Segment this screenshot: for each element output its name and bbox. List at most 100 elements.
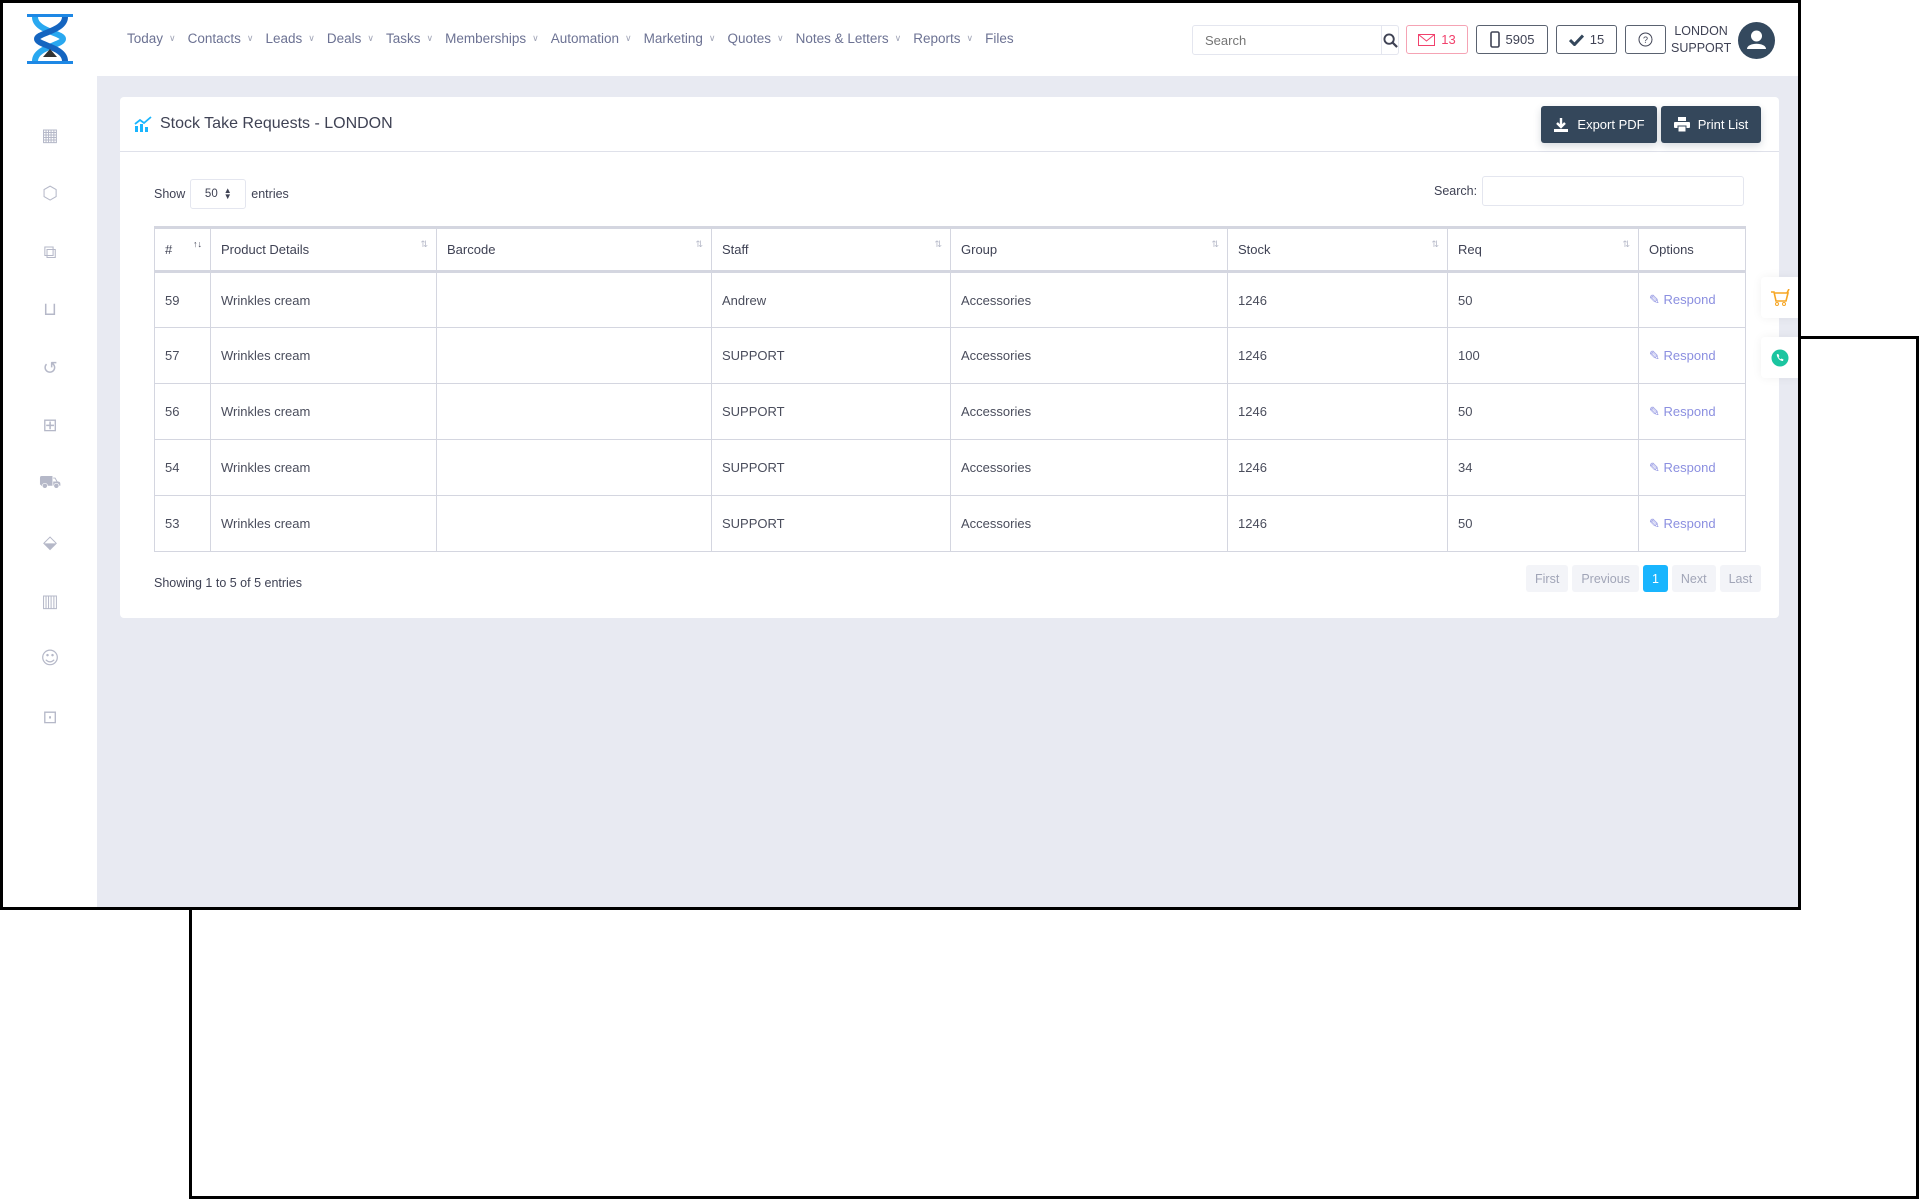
nav-item-marketing[interactable]: Marketing ∨ [644, 31, 716, 46]
pager-last[interactable]: Last [1719, 565, 1762, 592]
nav-item-reports[interactable]: Reports ∨ [913, 31, 973, 46]
table-header-row: # ↑↓ Product Details ⇅ Barcode ⇅ Staff ⇅ Group ⇅ S… [154, 226, 1746, 273]
nav-label: Tasks [386, 31, 421, 46]
table-row: 56 Wrinkles cream SUPPORT Accessories 1246 50… [154, 383, 1746, 440]
avatar[interactable] [1738, 22, 1775, 59]
column-header-id[interactable]: # ↑↓ [154, 226, 211, 273]
mail-button[interactable]: 13 [1406, 25, 1468, 54]
column-header-label: Product Details [221, 242, 310, 257]
nav-item-leads[interactable]: Leads ∨ [266, 31, 315, 46]
nav-label: Memberships [445, 31, 527, 46]
column-header-group[interactable]: Group ⇅ [950, 226, 1228, 273]
page-length-control: Show 50 ▲ ▼ entries [154, 179, 289, 209]
nav-label: Marketing [643, 31, 703, 46]
column-header-req[interactable]: Req ⇅ [1447, 226, 1639, 273]
cell-option: ✎ Respond [1638, 383, 1746, 440]
gift-icon[interactable]: ⊞ [42, 414, 58, 436]
cell-staff: SUPPORT [711, 439, 951, 496]
top-header: Today ∨ Contacts ∨ Leads ∨ Deals ∨ Tasks ∨ Members… [3, 3, 1798, 76]
box-icon[interactable]: ⬡ [42, 182, 58, 204]
search-button[interactable] [1381, 26, 1398, 54]
nav-item-deals[interactable]: Deals ∨ [327, 31, 374, 46]
lock-icon[interactable]: ⊡ [42, 706, 58, 728]
respond-link[interactable]: ✎ Respond [1649, 404, 1716, 419]
pagination: First Previous 1 Next Last [1526, 565, 1762, 592]
phone-float-button[interactable] [1761, 337, 1798, 378]
respond-link[interactable]: ✎ Respond [1649, 516, 1716, 531]
column-header-options: Options [1638, 226, 1746, 273]
user-name[interactable]: LONDON SUPPORT [1671, 23, 1731, 57]
card-header: Stock Take Requests - LONDON Export PDF … [120, 97, 1779, 152]
table-row: 53 Wrinkles cream SUPPORT Accessories 1246 50… [154, 495, 1746, 552]
respond-link[interactable]: ✎ Respond [1649, 292, 1716, 307]
respond-label: Respond [1663, 515, 1716, 531]
pager-previous[interactable]: Previous [1572, 565, 1639, 592]
nav-label: Quotes [727, 31, 772, 46]
table-search-input[interactable] [1482, 176, 1745, 206]
cart-icon[interactable]: ⛟ [38, 472, 62, 493]
phone-button[interactable]: 5905 [1476, 25, 1548, 54]
nav-item-contacts[interactable]: Contacts ∨ [188, 31, 254, 46]
nav-item-files[interactable]: Files [985, 31, 1014, 46]
app-window: Today ∨ Contacts ∨ Leads ∨ Deals ∨ Tasks ∨ Members… [0, 0, 1801, 910]
chevron-down-icon: ∨ [708, 33, 716, 43]
nav-item-notes-letters[interactable]: Notes & Letters ∨ [796, 31, 902, 46]
cell-product: Wrinkles cream [210, 495, 437, 552]
nav-item-memberships[interactable]: Memberships ∨ [445, 31, 539, 46]
top-search-input[interactable] [1193, 26, 1381, 54]
tags-icon[interactable]: ⬙ [43, 531, 57, 553]
tasks-count: 15 [1589, 32, 1605, 47]
search-label: Search: [1434, 184, 1478, 198]
cell-product: Wrinkles cream [210, 327, 437, 384]
print-icon [1673, 117, 1690, 132]
nav-item-automation[interactable]: Automation ∨ [551, 31, 632, 46]
respond-link[interactable]: ✎ Respond [1649, 460, 1716, 475]
column-header-label: Stock [1238, 242, 1271, 257]
nav-item-tasks[interactable]: Tasks ∨ [386, 31, 433, 46]
pager-next[interactable]: Next [1671, 565, 1716, 592]
page-title: Stock Take Requests - LONDON [160, 115, 393, 132]
stock-take-table: # ↑↓ Product Details ⇅ Barcode ⇅ Staff ⇅ Group ⇅ S… [154, 226, 1746, 552]
shopping-bag-icon[interactable]: ⊔ [42, 298, 58, 320]
page-length-value: 50 [204, 188, 218, 200]
cell-id: 59 [154, 271, 211, 328]
phone-icon [1771, 349, 1789, 366]
copy-icon[interactable]: ⧉ [43, 241, 57, 263]
nav-item-today[interactable]: Today ∨ [127, 31, 176, 46]
sort-icon: ⇅ [1622, 239, 1630, 249]
report-icon[interactable]: ▥ [41, 590, 59, 612]
cell-barcode [436, 383, 712, 440]
chevron-down-icon: ∨ [532, 33, 539, 43]
respond-link[interactable]: ✎ Respond [1649, 348, 1716, 363]
cell-product: Wrinkles cream [210, 439, 437, 496]
help-button[interactable]: ? [1625, 25, 1666, 54]
tasks-button[interactable]: 15 [1556, 25, 1617, 54]
pager-first[interactable]: First [1526, 565, 1569, 592]
column-header-barcode[interactable]: Barcode ⇅ [436, 226, 712, 273]
cart-icon [1771, 288, 1790, 306]
pager-page-1[interactable]: 1 [1642, 565, 1668, 592]
column-header-stock[interactable]: Stock ⇅ [1227, 226, 1448, 273]
column-header-staff[interactable]: Staff ⇅ [711, 226, 951, 273]
nav-item-quotes[interactable]: Quotes ∨ [728, 31, 784, 46]
sort-icon: ⇅ [934, 239, 942, 249]
edit-icon: ✎ [1649, 515, 1660, 531]
respond-label: Respond [1663, 403, 1716, 419]
cell-stock: 1246 [1227, 383, 1448, 440]
cell-barcode [436, 271, 712, 328]
cell-staff: SUPPORT [711, 383, 951, 440]
sort-icon: ⇅ [1431, 239, 1439, 249]
user-sync-icon[interactable]: ☺ [40, 647, 60, 669]
nav-label: Leads [265, 31, 303, 46]
column-header-product-details[interactable]: Product Details ⇅ [210, 226, 437, 273]
chevron-down-icon: ∨ [894, 33, 902, 43]
cart-float-button[interactable] [1761, 277, 1798, 318]
sort-updown-icon: ▲ ▼ [223, 186, 232, 201]
cell-group: Accessories [950, 495, 1228, 552]
history-icon[interactable]: ↺ [42, 357, 58, 379]
page-length-select[interactable]: 50 ▲ ▼ [190, 179, 247, 209]
check-icon [1568, 33, 1584, 46]
calendar-icon[interactable]: ▦ [41, 124, 59, 146]
export-pdf-button[interactable]: Export PDF [1541, 106, 1657, 143]
print-list-button[interactable]: Print List [1661, 106, 1761, 143]
